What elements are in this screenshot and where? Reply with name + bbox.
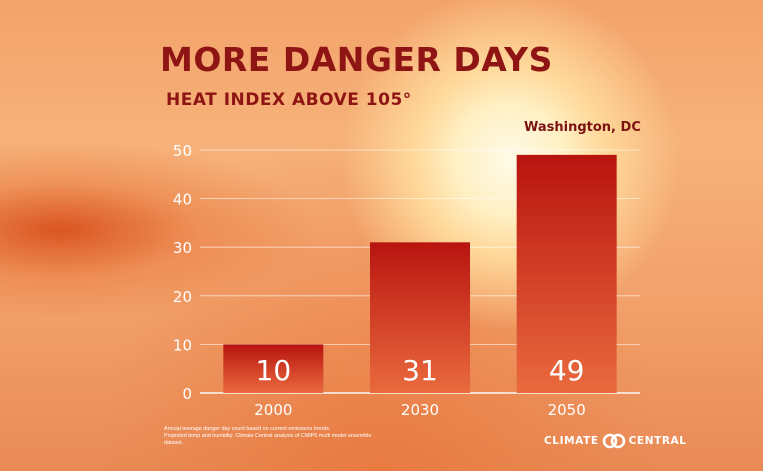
- footnote-line: dataset.: [164, 440, 184, 446]
- x-axis-ticks: 2000 2030 2050: [254, 401, 586, 419]
- bar-data-label: 49: [549, 354, 585, 387]
- location-label: Washington, DC: [524, 120, 641, 135]
- y-tick-label: 20: [173, 288, 192, 306]
- footnote: Annual average danger day count based on…: [164, 426, 394, 447]
- y-tick-label: 30: [173, 239, 192, 257]
- bars: 10 31 49: [223, 154, 617, 393]
- y-tick-label: 10: [173, 336, 192, 354]
- footnote-line: Annual average danger day count based on…: [164, 426, 331, 432]
- x-tick-label: 2030: [401, 401, 439, 419]
- y-tick-label: 40: [173, 191, 192, 209]
- climate-central-logo: CLIMATE CENTRAL: [544, 432, 687, 450]
- logo-text-left: CLIMATE: [544, 435, 599, 447]
- footnote-line: Projected temp and humidity: Climate Cen…: [164, 433, 372, 439]
- chart-title: MORE DANGER DAYS: [160, 40, 553, 79]
- bar-data-label: 10: [256, 354, 292, 387]
- y-axis-ticks: 0 10 20 30 40 50: [173, 142, 192, 403]
- bar-data-label: 31: [402, 354, 438, 387]
- bar: [370, 242, 470, 393]
- interlocking-circles-icon: [602, 433, 625, 449]
- y-tick-label: 0: [182, 385, 192, 403]
- logo-text-right: CENTRAL: [628, 435, 687, 447]
- bar: [516, 154, 617, 393]
- y-tick-label: 50: [173, 142, 192, 160]
- chart-subtitle: HEAT INDEX ABOVE 105°: [166, 90, 412, 110]
- x-tick-label: 2050: [548, 401, 586, 419]
- bar: [223, 344, 324, 393]
- x-tick-label: 2000: [254, 401, 292, 419]
